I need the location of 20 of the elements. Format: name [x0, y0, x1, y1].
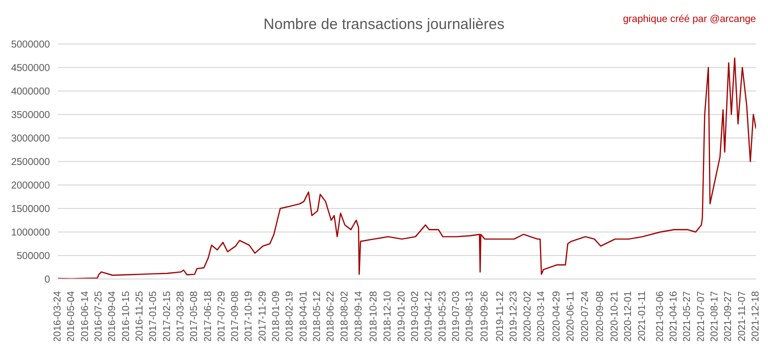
y-tick-label: 5000000 — [11, 40, 50, 51]
y-tick-label: 2500000 — [11, 157, 50, 168]
y-tick-label: 4000000 — [11, 86, 50, 98]
y-tick-label: 4500000 — [11, 63, 50, 74]
y-tick-label: 2000000 — [11, 180, 50, 192]
y-tick-label: 3500000 — [11, 110, 50, 122]
y-tick-label: 0 — [44, 274, 50, 286]
y-tick-label: 3000000 — [11, 134, 50, 145]
text: graphique créé par @arcange — [622, 14, 756, 25]
x-tick-label: 2019-11-12 — [494, 290, 506, 342]
x-tick-label: 2021-01-11 — [636, 290, 648, 342]
y-tick-label: 500000 — [16, 251, 50, 262]
x-tick-label: 2016-11-25 — [134, 290, 146, 342]
x-tick-label: 2021-11-07 — [736, 290, 748, 342]
chart-title: Nombre de transactions journalières — [264, 16, 504, 33]
y-tick-label: 1500000 — [11, 204, 50, 216]
line-series — [58, 58, 756, 279]
y-tick-label: 1000000 — [11, 228, 50, 239]
x-tick-label: 2020-06-11 — [566, 290, 577, 342]
x-tick-label: 2017-11-29 — [257, 290, 268, 342]
